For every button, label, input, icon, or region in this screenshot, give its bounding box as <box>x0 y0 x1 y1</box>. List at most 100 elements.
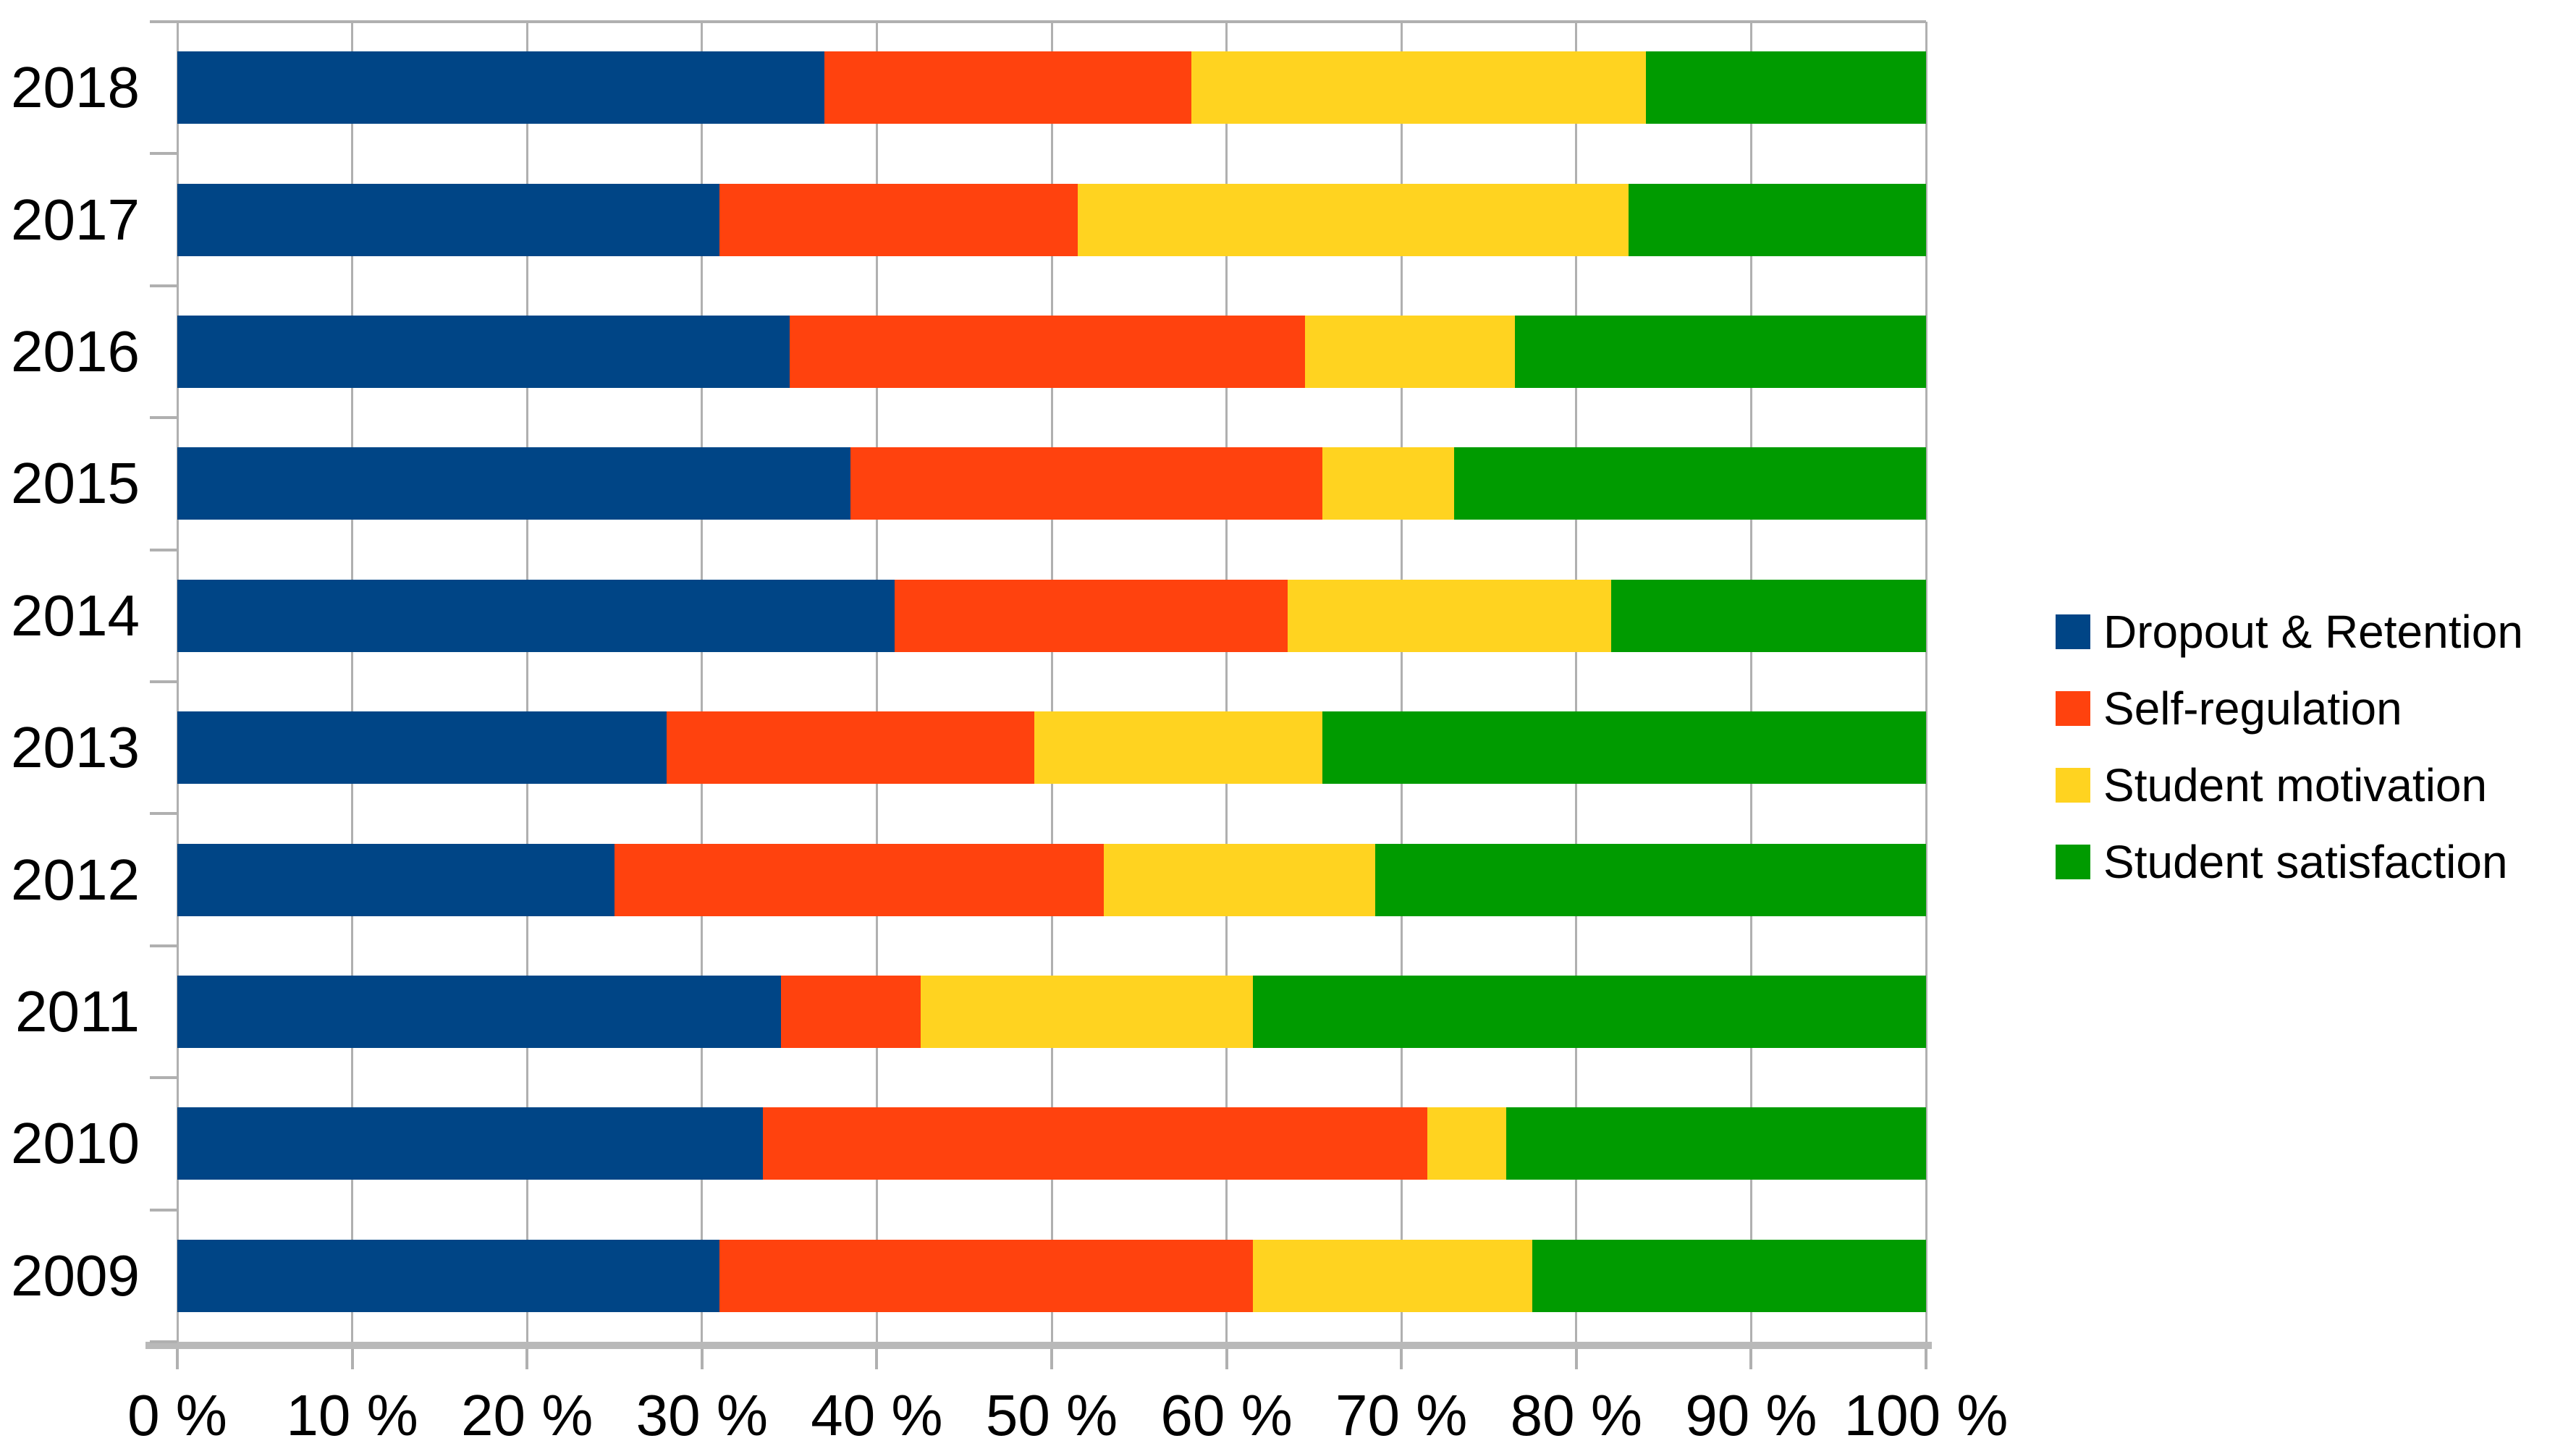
plot-top-border <box>150 20 1926 23</box>
y-axis-label-2013: 2013 <box>11 715 140 780</box>
segment-student-motivation-2016 <box>1305 316 1516 389</box>
row-2016: 2016 <box>11 286 1926 418</box>
gridline-80-percent <box>1575 22 1578 1342</box>
segment-student-motivation-2010 <box>1427 1107 1507 1180</box>
segment-self-regulation-2018 <box>824 51 1192 124</box>
x-axis-label-100: 100 % <box>1844 1383 2009 1446</box>
y-axis-label-2018: 2018 <box>11 55 140 120</box>
segment-self-regulation-2013 <box>667 711 1034 785</box>
segment-student-satisfaction-2016 <box>1515 316 1926 389</box>
x-axis-tick <box>1925 1349 1927 1369</box>
legend-item-student-satisfaction: Student satisfaction <box>2056 824 2523 900</box>
segment-dropout-retention-2013 <box>177 711 667 785</box>
segment-dropout-retention-2010 <box>177 1107 764 1180</box>
segment-student-motivation-2014 <box>1288 579 1612 652</box>
y-axis-tick <box>150 944 177 947</box>
x-axis-label-0: 0 % <box>127 1383 227 1446</box>
y-axis-tick <box>150 1340 177 1343</box>
segment-student-satisfaction-2014 <box>1611 579 1926 652</box>
x-axis-label-60: 60 % <box>1160 1383 1293 1446</box>
segment-dropout-retention-2016 <box>177 316 790 389</box>
stacked-bar-2010 <box>177 1107 1926 1180</box>
legend-item-student-motivation: Student motivation <box>2056 747 2523 824</box>
x-axis-label-10: 10 % <box>286 1383 418 1446</box>
row-2013: 2013 <box>11 682 1926 813</box>
stacked-bar-2015 <box>177 447 1926 520</box>
segment-student-satisfaction-2013 <box>1322 711 1926 785</box>
segment-dropout-retention-2009 <box>177 1239 719 1312</box>
segment-self-regulation-2014 <box>894 579 1288 652</box>
y-axis-label-2017: 2017 <box>11 187 140 252</box>
legend-swatch-dropout-retention <box>2056 614 2090 649</box>
segment-student-satisfaction-2009 <box>1532 1239 1926 1312</box>
segment-self-regulation-2015 <box>850 447 1323 520</box>
legend-swatch-self-regulation <box>2056 691 2090 726</box>
segment-self-regulation-2011 <box>780 976 921 1049</box>
x-axis-tick <box>1574 1349 1578 1369</box>
segment-student-motivation-2015 <box>1322 447 1454 520</box>
y-axis-label-2014: 2014 <box>11 583 140 648</box>
x-axis-tick <box>525 1349 529 1369</box>
x-axis-tick <box>1749 1349 1753 1369</box>
gridline-30-percent <box>701 22 704 1342</box>
row-2009: 2009 <box>11 1210 1926 1342</box>
segment-student-satisfaction-2015 <box>1453 447 1926 520</box>
y-axis-tick <box>150 416 177 420</box>
x-axis-tick <box>1050 1349 1053 1369</box>
segment-self-regulation-2017 <box>719 183 1078 256</box>
bar-rows: 2018 2017 2016 2015 2014 2013 2012 2011 2010 2009 <box>11 22 1926 1342</box>
y-axis-label-2009: 2009 <box>11 1243 140 1308</box>
stacked-bar-2009 <box>177 1239 1926 1312</box>
gridline-60-percent <box>1225 22 1228 1342</box>
y-axis-tick <box>150 1208 177 1212</box>
x-axis-tick <box>176 1349 179 1369</box>
x-axis-line <box>145 1342 1932 1349</box>
legend-label-student-motivation: Student motivation <box>2103 759 2488 811</box>
gridline-40-percent <box>875 22 878 1342</box>
gridline-20-percent <box>525 22 528 1342</box>
segment-student-motivation-2017 <box>1078 183 1629 256</box>
segment-self-regulation-2010 <box>763 1107 1428 1180</box>
segment-dropout-retention-2011 <box>177 976 781 1049</box>
segment-student-satisfaction-2010 <box>1506 1107 1926 1180</box>
y-axis-tick <box>150 548 177 551</box>
stacked-bar-2011 <box>177 976 1926 1049</box>
y-axis-label-2016: 2016 <box>11 319 140 384</box>
row-2012: 2012 <box>11 813 1926 945</box>
segment-dropout-retention-2017 <box>177 183 719 256</box>
segment-dropout-retention-2014 <box>177 579 895 652</box>
segment-student-motivation-2013 <box>1034 711 1323 785</box>
segment-student-motivation-2009 <box>1252 1239 1533 1312</box>
y-axis-tick <box>150 20 177 23</box>
x-axis-label-90: 90 % <box>1685 1383 1817 1446</box>
segment-student-motivation-2012 <box>1104 843 1375 916</box>
x-axis-tick <box>1400 1349 1403 1369</box>
segment-dropout-retention-2015 <box>177 447 851 520</box>
y-axis-tick <box>150 812 177 816</box>
segment-student-satisfaction-2012 <box>1374 843 1926 916</box>
gridlines <box>176 22 1927 1342</box>
legend: Dropout & Retention Self-regulation Studen… <box>2056 593 2523 900</box>
y-axis-tick <box>150 152 177 156</box>
legend-item-self-regulation: Self-regulation <box>2056 670 2523 747</box>
segment-student-satisfaction-2017 <box>1629 183 1926 256</box>
x-axis-tick <box>700 1349 704 1369</box>
x-axis-label-70: 70 % <box>1335 1383 1468 1446</box>
gridline-70-percent <box>1400 22 1403 1342</box>
x-axis-tick <box>350 1349 354 1369</box>
stacked-bar-2018 <box>177 51 1926 124</box>
segment-self-regulation-2012 <box>615 843 1105 916</box>
legend-label-self-regulation: Self-regulation <box>2103 682 2402 735</box>
row-2018: 2018 <box>11 22 1926 153</box>
gridline-50-percent <box>1050 22 1053 1342</box>
row-2017: 2017 <box>11 153 1926 285</box>
legend-label-dropout-retention: Dropout & Retention <box>2103 606 2523 658</box>
y-axis-label-2011: 2011 <box>14 979 140 1044</box>
legend-swatch-student-satisfaction <box>2056 845 2090 879</box>
stacked-bar-2014 <box>177 579 1926 652</box>
plot-area: 2018 2017 2016 2015 2014 2013 2012 2011 2010 2009… <box>11 20 2008 1445</box>
row-2010: 2010 <box>11 1078 1926 1209</box>
gridline-90-percent <box>1749 22 1752 1342</box>
y-axis-tick <box>150 284 177 287</box>
